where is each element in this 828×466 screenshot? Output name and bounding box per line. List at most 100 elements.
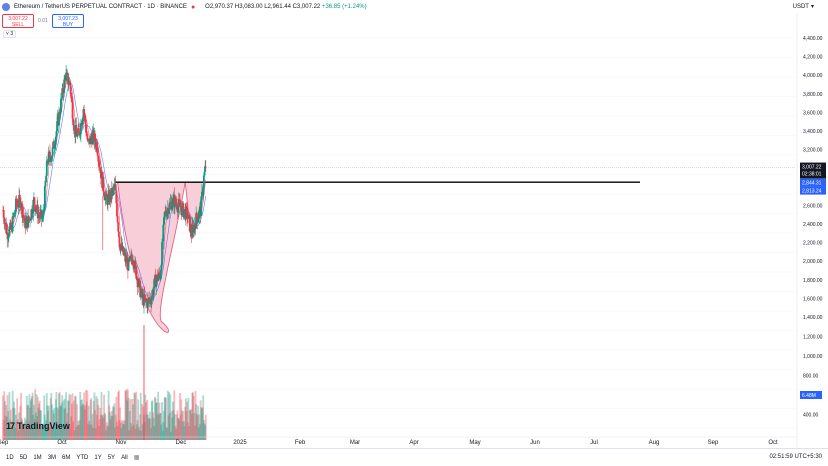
candle-body: [83, 109, 86, 114]
candle-body: [8, 228, 11, 236]
candle-body: [179, 207, 182, 209]
candle-body: [76, 132, 79, 137]
volume-bar: [4, 400, 6, 440]
candle-body: [50, 158, 53, 162]
candle-body: [139, 280, 142, 297]
volume-bar: [134, 429, 137, 440]
candle-body: [198, 210, 201, 218]
time-tick-label: Aug: [649, 440, 660, 446]
volume-bar: [176, 410, 179, 440]
candle-body: [102, 176, 105, 192]
tradingview-logo[interactable]: 17 TradingView: [6, 421, 70, 431]
volume-bar: [155, 402, 158, 440]
volume-bar: [166, 390, 169, 440]
volume-bar: [164, 396, 167, 440]
timeframe-ytd[interactable]: YTD: [76, 454, 89, 461]
volume-bar: [129, 399, 132, 440]
volume-bar: [77, 420, 80, 440]
candle-body: [91, 132, 94, 145]
volume-bar: [126, 400, 129, 440]
volume-bar: [107, 425, 109, 440]
indicators-toggle[interactable]: ˅ 3: [3, 30, 17, 38]
candle-body: [56, 121, 58, 132]
candle-body: [98, 161, 100, 163]
volume-bar: [122, 420, 125, 440]
volume-bar: [97, 405, 100, 440]
volume-bar: [85, 390, 87, 440]
price-tick-label: 4,200.00: [803, 55, 823, 61]
timeframe-3m[interactable]: 3M: [47, 454, 57, 461]
volume-bar: [52, 409, 55, 440]
candle-body: [197, 217, 200, 220]
volume-bar: [20, 418, 23, 440]
candle-body: [178, 199, 181, 203]
volume-bar: [174, 426, 177, 440]
candle-body: [161, 240, 164, 243]
volume-bar: [188, 425, 190, 440]
candle-body: [87, 140, 90, 141]
volume-bar: [104, 414, 107, 440]
timeframe-all[interactable]: All: [121, 454, 128, 461]
volume-bar: [62, 400, 65, 440]
timeframe-1y[interactable]: 1Y: [94, 454, 102, 461]
volume-bar: [74, 396, 77, 440]
timeframe-1m[interactable]: 1M: [33, 454, 42, 461]
volume-bar: [128, 410, 131, 440]
symbol-title[interactable]: Ethereum / TetherUS PERPETUAL CONTRACT ·…: [14, 4, 187, 10]
candle-body: [78, 132, 81, 136]
currency-selector[interactable]: USDT ▾: [793, 3, 814, 11]
utc-clock[interactable]: 02:51:59 UTC+5:30: [769, 454, 822, 460]
candle-body: [157, 277, 160, 281]
sell-button[interactable]: 3,007.22 SELL: [2, 14, 34, 28]
volume-bar: [116, 426, 119, 440]
candle-body: [152, 288, 155, 296]
time-tick-label: Oct: [768, 440, 778, 446]
volume-bar: [7, 425, 10, 440]
candle-body: [143, 293, 145, 306]
candle-body: [175, 203, 178, 205]
candle-body: [2, 210, 5, 218]
timeframe-5d[interactable]: 5D: [19, 454, 28, 461]
candle-body: [27, 215, 30, 221]
candle-body: [123, 254, 125, 256]
candle-body: [55, 131, 58, 137]
buy-button[interactable]: 3,007.23 BUY: [52, 14, 84, 28]
candle-body: [81, 117, 84, 122]
volume-bar: [81, 399, 84, 440]
volume-bar: [38, 403, 40, 440]
volume-bar: [34, 389, 37, 440]
volume-bar: [187, 397, 190, 440]
volume-bar: [154, 398, 157, 440]
volume-bar: [192, 396, 195, 440]
calendar-icon[interactable]: ▦: [133, 455, 140, 461]
current-price-marker: [800, 162, 826, 179]
candle-body: [143, 293, 146, 299]
volume-bar: [135, 391, 138, 440]
volume-bar: [58, 393, 60, 440]
volume-bar: [161, 402, 163, 440]
candle-body: [48, 151, 51, 153]
volume-bar: [67, 400, 69, 440]
volume-bar: [42, 423, 44, 440]
volume-bar: [83, 409, 86, 440]
candle-body: [34, 204, 37, 211]
candle-body: [22, 214, 25, 219]
volume-bar: [199, 400, 202, 440]
volume-bar: [96, 398, 99, 440]
volume-bar: [121, 420, 124, 440]
timeframe-6m[interactable]: 6M: [62, 454, 71, 461]
volume-bar: [155, 402, 158, 440]
timeframe-1d[interactable]: 1D: [6, 454, 14, 461]
timeframe-5y[interactable]: 5Y: [107, 454, 116, 461]
candle-body: [130, 255, 133, 260]
volume-bar: [179, 392, 181, 440]
price-tick-label: 1,800.00: [803, 278, 823, 284]
volume-bar: [143, 414, 145, 440]
candle-body: [72, 118, 75, 126]
volume-bar: [178, 420, 181, 440]
volume-bar: [132, 424, 135, 440]
candle-body: [139, 291, 142, 297]
candle-body: [107, 194, 109, 205]
candle-body: [69, 85, 72, 94]
